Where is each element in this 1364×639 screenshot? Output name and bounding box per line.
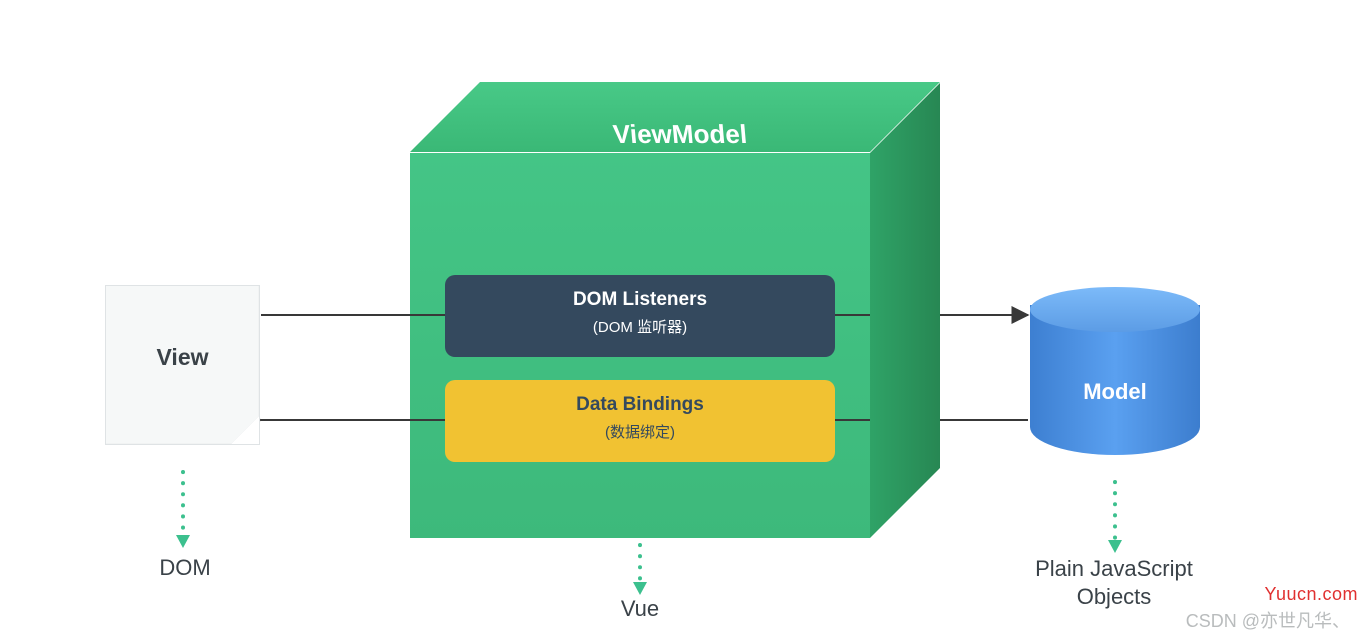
data-bindings-subtitle: (数据绑定)	[445, 421, 835, 442]
model-label: Model	[1030, 379, 1200, 405]
leader-label-dom: DOM	[140, 555, 230, 581]
model-node: Model	[1030, 287, 1200, 442]
viewmodel-title: ViewModel	[459, 119, 902, 150]
leader-dom-arrowhead	[176, 535, 190, 548]
dom-listeners-box: DOM Listeners (DOM 监听器)	[445, 275, 835, 357]
leader-label-pjo-line2: Objects	[1077, 584, 1152, 609]
leader-label-pjo: Plain JavaScript Objects	[1014, 555, 1214, 610]
diagram-stage: View ViewModel DOM Listeners (DOM 监听器) D…	[0, 0, 1364, 639]
data-bindings-title: Data Bindings	[445, 394, 835, 417]
view-node: View	[105, 285, 260, 445]
leader-vue-arrowhead	[633, 582, 647, 595]
leader-pjo-arrowhead	[1108, 540, 1122, 553]
leader-label-pjo-line1: Plain JavaScript	[1035, 556, 1193, 581]
cube-side-face	[870, 83, 940, 538]
paper-fold-icon	[231, 416, 259, 444]
leader-label-vue: Vue	[595, 596, 685, 622]
watermark-site: Yuucn.com	[1264, 584, 1358, 605]
dom-listeners-subtitle: (DOM 监听器)	[445, 316, 835, 337]
cylinder-top	[1030, 287, 1200, 332]
view-label: View	[106, 344, 259, 371]
dom-listeners-title: DOM Listeners	[445, 289, 835, 312]
watermark-csdn: CSDN @亦世凡华、	[1186, 607, 1350, 633]
data-bindings-box: Data Bindings (数据绑定)	[445, 380, 835, 462]
